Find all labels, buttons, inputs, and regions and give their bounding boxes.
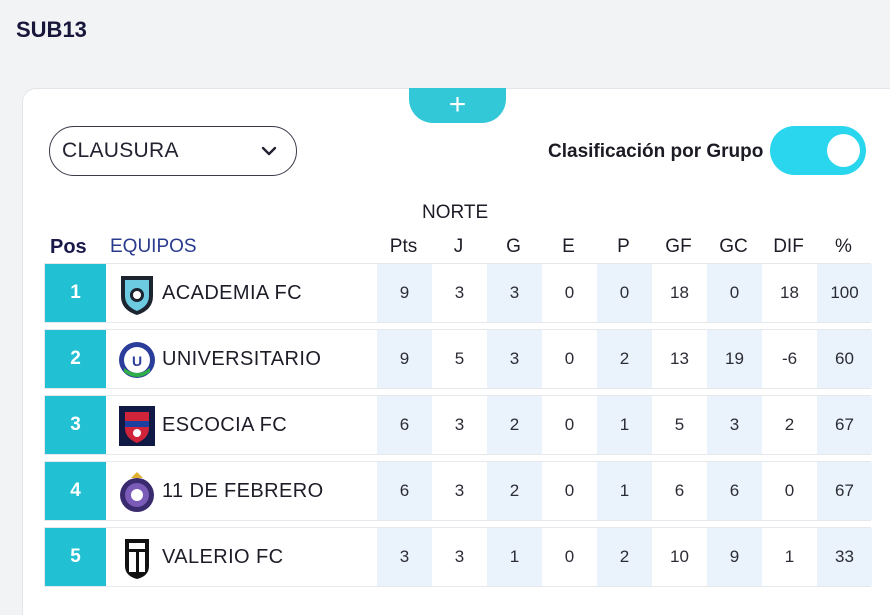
column-header-g: G: [506, 236, 521, 257]
group-toggle[interactable]: [770, 126, 866, 175]
stat-g: 3: [487, 330, 542, 388]
stat-j: 3: [454, 283, 465, 302]
stat-pct: 67: [817, 396, 872, 454]
stat-pts: 3: [377, 528, 432, 586]
table-row[interactable]: 2 U UNIVERSITARIO 9 5 3 0 2 13 19 -6 60: [44, 329, 872, 389]
table-row[interactable]: 1 ACADEMIA FC 9 3 3 0 0 18 0 18 100: [44, 263, 872, 323]
stat-p: 1: [597, 462, 652, 520]
column-header-pos: Pos: [50, 236, 87, 258]
stat-gc: 9: [707, 528, 762, 586]
stat-pts: 6: [377, 462, 432, 520]
stat-dif: 0: [784, 481, 795, 500]
column-header-j: J: [453, 236, 464, 257]
position-cell: 4: [45, 462, 106, 520]
column-header-dif: DIF: [773, 236, 804, 257]
team-name[interactable]: ESCOCIA FC: [162, 414, 288, 436]
position-cell: 2: [45, 330, 106, 388]
stat-gf: 6: [674, 481, 685, 500]
stat-pct: 60: [817, 330, 872, 388]
stat-pts: 9: [377, 264, 432, 322]
column-header-pct: %: [835, 236, 852, 257]
stat-e: 0: [564, 415, 575, 434]
stat-dif: 1: [784, 547, 795, 566]
team-name[interactable]: ACADEMIA FC: [162, 282, 302, 304]
stat-e: 0: [564, 547, 575, 566]
table-row[interactable]: 5 VALERIO FC 3 3 1 0 2 10 9 1 33: [44, 527, 872, 587]
stat-e: 0: [564, 481, 575, 500]
stat-j: 5: [454, 349, 465, 368]
column-header-gc: GC: [719, 236, 748, 257]
tournament-select-value: CLAUSURA: [62, 139, 179, 162]
stat-gc: 0: [707, 264, 762, 322]
stat-j: 3: [454, 547, 465, 566]
plus-icon: +: [448, 87, 467, 121]
stat-pct: 100: [817, 264, 872, 322]
stat-gc: 6: [707, 462, 762, 520]
table-row[interactable]: 3 ESCOCIA FC 6 3 2 0 1 5 3 2 67: [44, 395, 872, 455]
stat-e: 0: [564, 349, 575, 368]
stat-gf: 13: [670, 349, 689, 368]
stat-j: 3: [454, 415, 465, 434]
chevron-down-icon: [261, 146, 277, 156]
group-name: NORTE: [422, 202, 489, 223]
position-cell: 3: [45, 396, 106, 454]
group-toggle-label: Clasificación por Grupo: [548, 141, 764, 162]
stat-gf: 18: [670, 283, 689, 302]
team-name[interactable]: 11 DE FEBRERO: [162, 480, 324, 502]
column-header-p: P: [617, 236, 630, 257]
team-name[interactable]: VALERIO FC: [162, 546, 284, 568]
escocia-fc-crest-icon: [119, 406, 155, 446]
stat-gf: 5: [674, 415, 685, 434]
valerio-fc-crest-icon: [125, 539, 149, 579]
position-cell: 5: [45, 528, 106, 586]
stat-p: 0: [597, 264, 652, 322]
column-header-teams: EQUIPOS: [110, 236, 197, 257]
add-button[interactable]: +: [409, 88, 506, 123]
stat-pct: 67: [817, 462, 872, 520]
position-cell: 1: [45, 264, 106, 322]
tournament-select[interactable]: CLAUSURA: [49, 126, 297, 176]
stat-g: 2: [487, 396, 542, 454]
stat-pct: 33: [817, 528, 872, 586]
stat-dif: 2: [784, 415, 795, 434]
column-header-pts: Pts: [389, 236, 418, 257]
stat-gc: 19: [707, 330, 762, 388]
stat-g: 3: [487, 264, 542, 322]
stat-p: 2: [597, 528, 652, 586]
column-header-e: E: [562, 236, 575, 257]
team-name[interactable]: UNIVERSITARIO: [162, 348, 322, 370]
stat-g: 2: [487, 462, 542, 520]
stat-e: 0: [564, 283, 575, 302]
table-row[interactable]: 4 11 DE FEBRERO 6 3 2 0 1 6 6 0 67: [44, 461, 872, 521]
stat-pts: 9: [377, 330, 432, 388]
universitario-crest-icon: U: [119, 342, 155, 378]
column-header-gf: GF: [665, 236, 692, 257]
stat-p: 2: [597, 330, 652, 388]
stat-p: 1: [597, 396, 652, 454]
stat-dif: 18: [780, 283, 799, 302]
academia-fc-crest-icon: [121, 276, 153, 315]
stat-g: 1: [487, 528, 542, 586]
stat-j: 3: [454, 481, 465, 500]
stat-gf: 10: [670, 547, 689, 566]
stat-gc: 3: [707, 396, 762, 454]
stat-dif: -6: [781, 349, 798, 368]
11-de-febrero-crest-icon: [120, 472, 154, 512]
svg-text:U: U: [132, 353, 142, 369]
stat-pts: 6: [377, 396, 432, 454]
page-title: SUB13: [16, 17, 87, 42]
toggle-knob[interactable]: [827, 134, 860, 167]
